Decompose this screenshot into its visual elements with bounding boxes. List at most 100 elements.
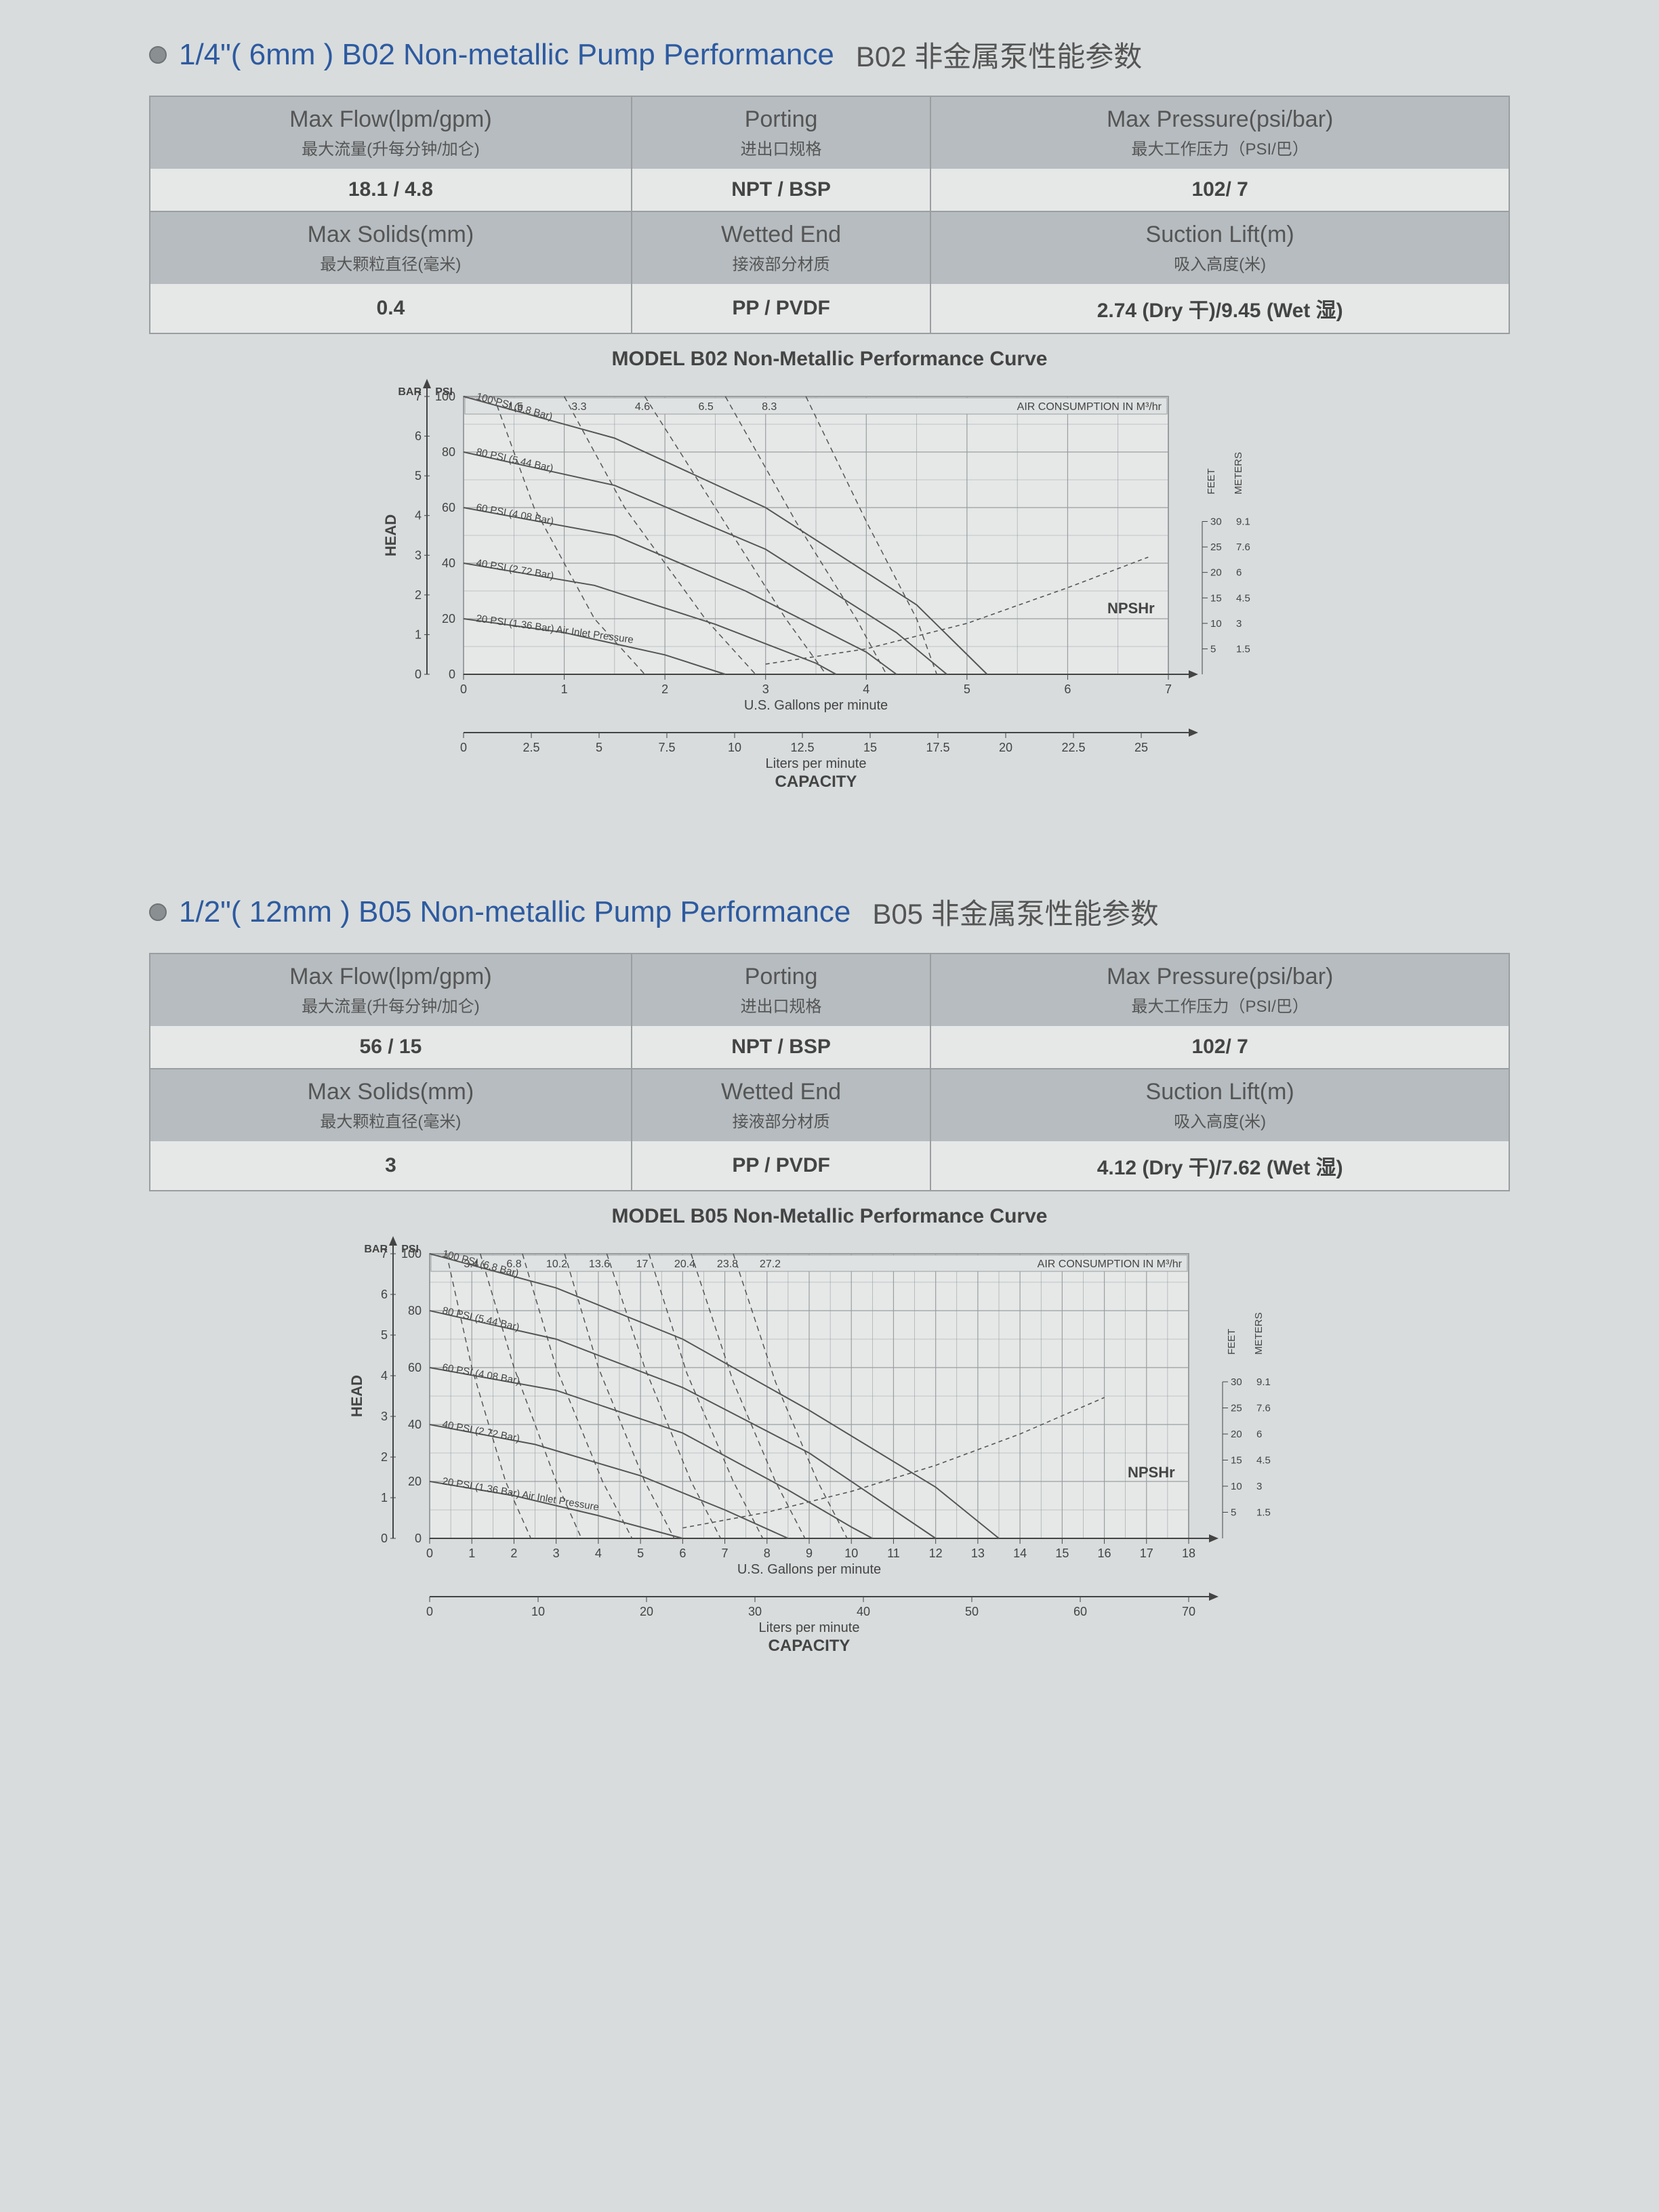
svg-text:CAPACITY: CAPACITY	[775, 773, 857, 791]
svg-text:23.8: 23.8	[717, 1258, 738, 1270]
svg-text:13: 13	[971, 1547, 985, 1560]
svg-text:6: 6	[1064, 682, 1071, 696]
svg-text:12: 12	[929, 1547, 943, 1560]
svg-text:40: 40	[857, 1605, 870, 1618]
svg-text:9.1: 9.1	[1236, 516, 1250, 528]
b05-wetted: PP / PVDF	[632, 1141, 930, 1191]
svg-text:PSI: PSI	[435, 386, 453, 398]
svg-text:5: 5	[1210, 643, 1216, 655]
svg-text:7: 7	[722, 1547, 729, 1560]
b05-maxsolids: 3	[150, 1141, 632, 1191]
svg-text:6: 6	[415, 430, 422, 443]
svg-text:8.3: 8.3	[762, 401, 777, 413]
svg-text:U.S. Gallons per minute: U.S. Gallons per minute	[744, 698, 888, 713]
svg-text:60: 60	[442, 501, 455, 514]
svg-text:7.6: 7.6	[1256, 1403, 1271, 1414]
svg-text:4: 4	[415, 509, 422, 523]
hdr-wetted: Wetted End接液部分材质	[632, 1069, 930, 1141]
svg-text:2: 2	[661, 682, 668, 696]
svg-text:AIR CONSUMPTION IN M³/hr: AIR CONSUMPTION IN M³/hr	[1038, 1258, 1183, 1270]
svg-text:15: 15	[1055, 1547, 1069, 1560]
svg-text:22.5: 22.5	[1061, 741, 1085, 754]
svg-text:5: 5	[964, 682, 970, 696]
hdr-suction: Suction Lift(m)吸入高度(米)	[930, 211, 1509, 284]
svg-text:METERS: METERS	[1253, 1312, 1265, 1355]
hdr-maxpress: Max Pressure(psi/bar)最大工作压力（PSI/巴）	[930, 96, 1509, 169]
svg-text:5: 5	[1231, 1507, 1236, 1519]
hdr-porting: Porting进出口规格	[632, 96, 930, 169]
svg-text:0: 0	[460, 682, 467, 696]
svg-text:5: 5	[415, 469, 422, 483]
svg-text:2: 2	[510, 1547, 517, 1560]
b05-spec-table: Max Flow(lpm/gpm)最大流量(升每分钟/加仑) Porting进出…	[149, 953, 1510, 1191]
b02-chart: 020406080100PSI01234567BARHEAD01234567U.…	[382, 376, 1277, 851]
svg-text:0: 0	[381, 1532, 388, 1545]
svg-text:10: 10	[531, 1605, 545, 1618]
b02-title-cn: B02 非金属泵性能参数	[856, 34, 1142, 75]
svg-text:4.6: 4.6	[635, 401, 650, 413]
b05-chart: 020406080100PSI01234567BARHEAD0123456789…	[348, 1233, 1311, 1721]
bullet-icon	[149, 903, 167, 921]
svg-text:30: 30	[748, 1605, 762, 1618]
svg-text:6: 6	[381, 1288, 388, 1301]
b02-porting: NPT / BSP	[632, 169, 930, 211]
svg-text:17: 17	[1140, 1547, 1153, 1560]
svg-text:20: 20	[999, 741, 1012, 754]
svg-text:0: 0	[426, 1547, 433, 1560]
b05-chart-title: MODEL B05 Non-Metallic Performance Curve	[149, 1205, 1510, 1228]
svg-text:FEET: FEET	[1226, 1329, 1237, 1355]
svg-text:0: 0	[415, 1532, 422, 1545]
svg-text:NPSHr: NPSHr	[1128, 1464, 1175, 1481]
bullet-icon	[149, 46, 167, 64]
svg-text:25: 25	[1231, 1403, 1242, 1414]
b02-maxpress: 102/ 7	[930, 169, 1509, 211]
svg-text:3: 3	[381, 1410, 388, 1423]
svg-text:20.4: 20.4	[674, 1258, 695, 1270]
svg-text:6: 6	[1236, 567, 1242, 579]
svg-text:HEAD: HEAD	[348, 1375, 365, 1417]
b02-wetted: PP / PVDF	[632, 284, 930, 333]
svg-text:1.5: 1.5	[1236, 643, 1250, 655]
svg-text:7: 7	[1165, 682, 1172, 696]
svg-text:15: 15	[863, 741, 877, 754]
svg-text:U.S. Gallons per minute: U.S. Gallons per minute	[737, 1562, 881, 1577]
svg-text:3.3: 3.3	[571, 401, 586, 413]
hdr-suction: Suction Lift(m)吸入高度(米)	[930, 1069, 1509, 1141]
b05-title-cn: B05 非金属泵性能参数	[872, 891, 1158, 933]
b02-chart-title: MODEL B02 Non-Metallic Performance Curve	[149, 348, 1510, 371]
b05-maxpress: 102/ 7	[930, 1026, 1509, 1069]
svg-text:27.2: 27.2	[760, 1258, 781, 1270]
svg-text:14: 14	[1013, 1547, 1027, 1560]
svg-text:11: 11	[887, 1547, 900, 1560]
svg-text:17: 17	[636, 1258, 649, 1270]
svg-text:18: 18	[1182, 1547, 1195, 1560]
svg-text:0: 0	[426, 1605, 433, 1618]
svg-text:4.5: 4.5	[1236, 592, 1250, 604]
svg-text:8: 8	[764, 1547, 771, 1560]
b05-porting: NPT / BSP	[632, 1026, 930, 1069]
svg-text:20: 20	[408, 1475, 422, 1488]
svg-text:50: 50	[965, 1605, 979, 1618]
svg-text:13.6: 13.6	[589, 1258, 610, 1270]
svg-text:16: 16	[1098, 1547, 1111, 1560]
svg-text:CAPACITY: CAPACITY	[769, 1637, 851, 1655]
svg-text:15: 15	[1210, 592, 1222, 604]
svg-text:METERS: METERS	[1233, 452, 1244, 495]
svg-text:AIR CONSUMPTION IN M³/hr: AIR CONSUMPTION IN M³/hr	[1017, 401, 1162, 413]
svg-text:3: 3	[1236, 618, 1242, 630]
svg-text:3: 3	[762, 682, 769, 696]
b02-spec-table: Max Flow(lpm/gpm)最大流量(升每分钟/加仑) Porting进出…	[149, 96, 1510, 334]
svg-text:30: 30	[1231, 1376, 1242, 1388]
svg-text:NPSHr: NPSHr	[1107, 600, 1155, 617]
svg-text:5: 5	[381, 1328, 388, 1342]
svg-text:2: 2	[415, 588, 422, 602]
svg-text:2.5: 2.5	[523, 741, 539, 754]
svg-text:3: 3	[553, 1547, 560, 1560]
svg-text:12.5: 12.5	[790, 741, 814, 754]
svg-text:HEAD: HEAD	[382, 514, 399, 556]
svg-text:1: 1	[468, 1547, 475, 1560]
svg-text:0: 0	[449, 668, 455, 681]
hdr-maxflow: Max Flow(lpm/gpm)最大流量(升每分钟/加仑)	[150, 954, 632, 1026]
svg-text:BAR: BAR	[398, 386, 422, 398]
svg-text:20: 20	[442, 612, 455, 626]
